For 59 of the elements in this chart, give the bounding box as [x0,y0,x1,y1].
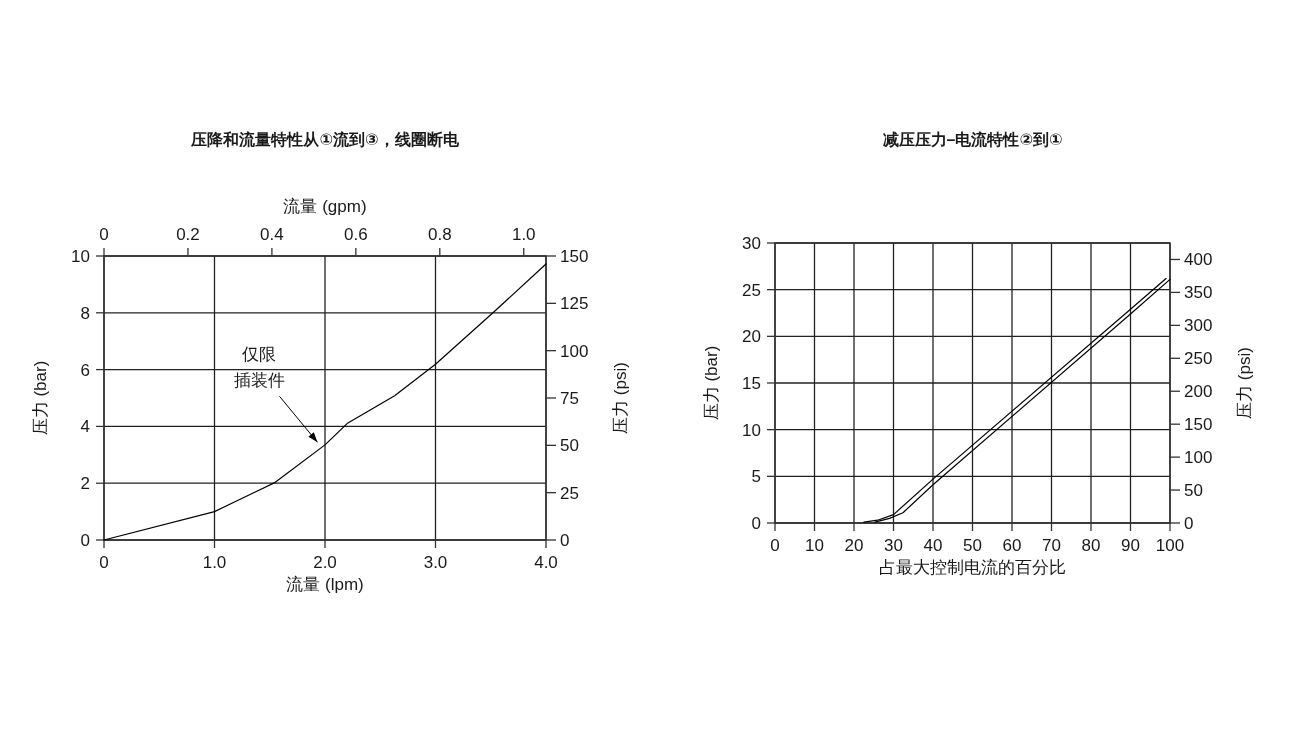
x-tick-label: 3.0 [423,553,448,572]
y2-tick-label: 0 [1184,514,1194,533]
y2-tick-label: 250 [1184,349,1213,369]
x-tick-label: 100 [1155,536,1185,555]
y2-tick-label: 75 [560,389,579,408]
y2-tick-label: 125 [560,294,589,314]
x-axis-title: 流量 (lpm) [286,575,364,594]
y2-tick-label: 350 [1184,283,1213,303]
x-tick-label: 0 [770,536,780,555]
y2-tick-label: 50 [560,436,579,456]
y2-tick-label: 25 [560,483,579,503]
x2-axis-title: 流量 (gpm) [283,197,367,216]
y-tick-label: 6 [80,360,90,380]
y2-tick-label: 100 [560,341,589,361]
chart-title: 压降和流量特性从①流到③，线圈断电 [190,130,460,148]
x-tick-label: 80 [1081,536,1101,555]
x2-tick-label: 1.0 [511,225,536,244]
y-tick-label: 10 [71,247,90,266]
y-tick-label: 8 [80,303,90,323]
annotation: 仅限插装件 [233,345,285,391]
y-tick-label: 2 [80,474,90,494]
y2-tick-label: 100 [1184,448,1213,468]
y2-tick-label: 150 [560,247,589,266]
x-tick-label: 1.0 [202,553,227,572]
x-tick-label: 2.0 [313,553,337,572]
y2-tick-label: 400 [1184,250,1213,270]
y-axis-title: 压力 (bar) [702,345,721,421]
y-tick-label: 30 [742,234,761,253]
x-tick-label: 70 [1042,536,1061,555]
y2-axis-title: 压力 (psi) [611,362,630,434]
x-axis-title: 占最大控制电流的百分比 [879,558,1066,577]
x2-tick-label: 0.8 [427,225,452,244]
x-tick-label: 4.0 [534,553,558,572]
y-tick-label: 0 [751,514,761,533]
x2-tick-label: 0 [99,225,109,244]
y-tick-label: 4 [80,417,90,437]
y2-tick-label: 50 [1184,481,1203,501]
y-tick-label: 5 [751,467,761,487]
x2-tick-label: 0.4 [260,225,284,244]
y-tick-label: 25 [742,280,761,300]
x-tick-label: 30 [884,536,903,555]
x-tick-label: 60 [1002,536,1022,555]
y-tick-label: 15 [742,374,761,393]
y-tick-label: 20 [742,327,761,347]
x2-tick-label: 0.6 [344,225,368,244]
x-tick-label: 20 [844,536,864,555]
y-tick-label: 10 [742,420,761,440]
x2-tick-label: 0.2 [176,225,200,244]
y2-tick-label: 200 [1184,382,1213,402]
x-tick-label: 0 [99,553,109,572]
x-tick-label: 10 [805,536,824,555]
x-tick-label: 90 [1121,536,1140,555]
y2-axis-title: 压力 (psi) [1235,347,1254,419]
chart-title: 减压压力–电流特性②到① [882,130,1063,148]
y2-tick-label: 300 [1184,316,1213,336]
x-tick-label: 50 [963,536,982,555]
y2-tick-label: 150 [1184,415,1213,435]
x-tick-label: 40 [923,536,943,555]
y-axis-title: 压力 (bar) [31,360,50,436]
